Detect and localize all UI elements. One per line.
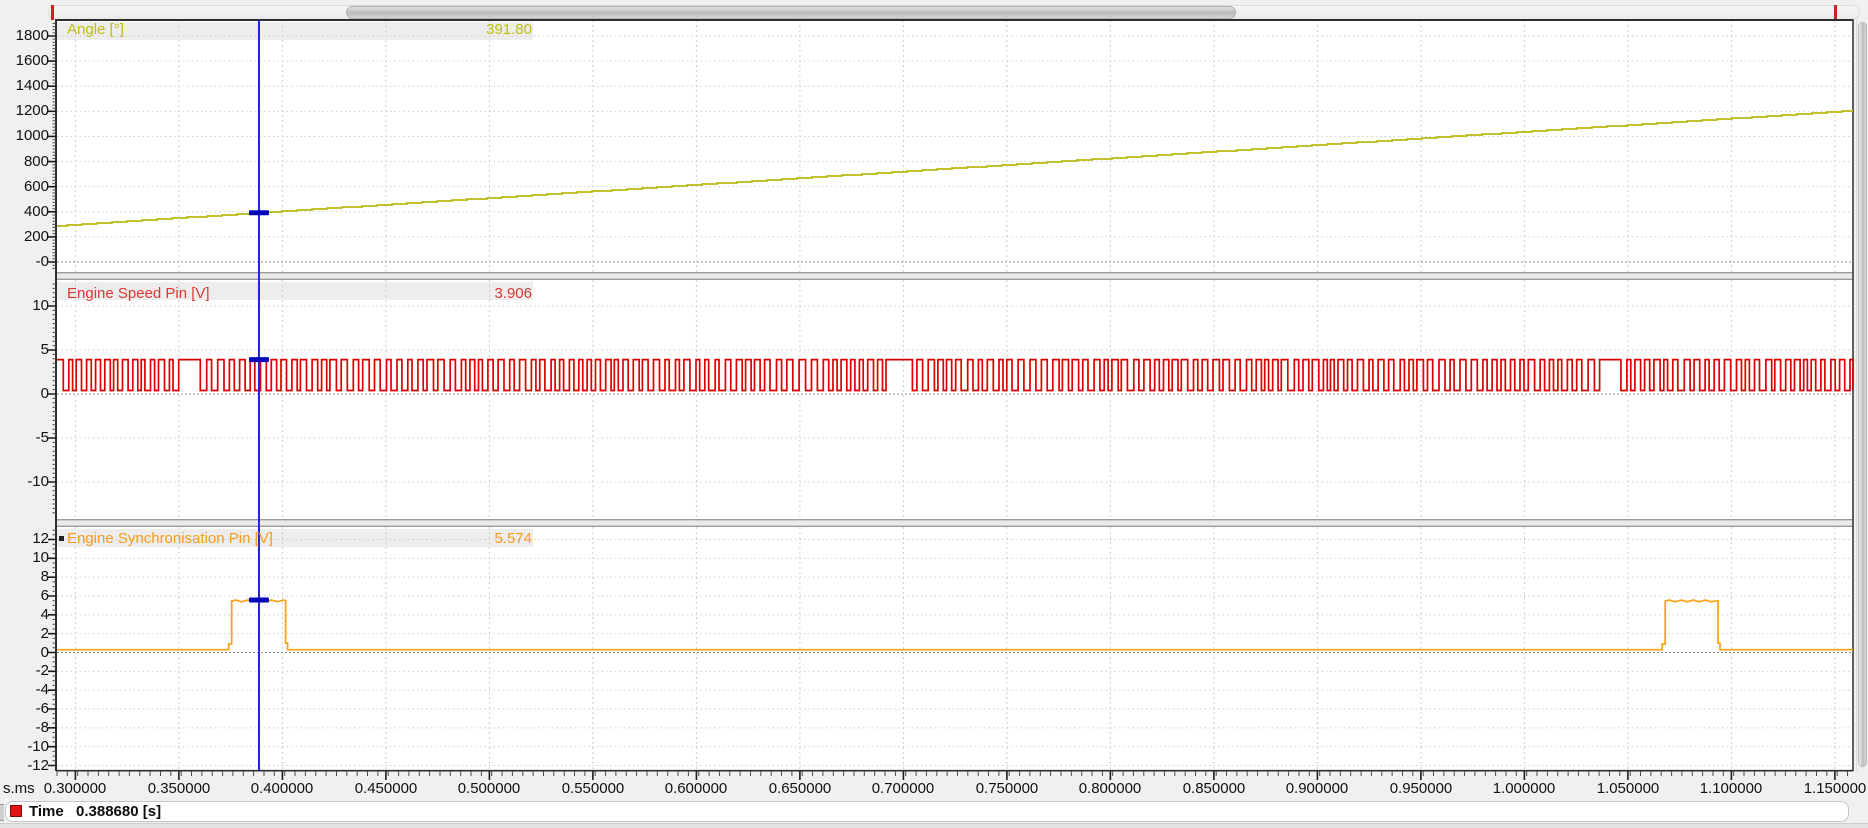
plot-separator[interactable] bbox=[57, 519, 1853, 527]
signal-header-strip bbox=[57, 529, 533, 547]
y-tick-label: 8 bbox=[40, 568, 49, 585]
x-tick-label: 0.700000 bbox=[871, 780, 935, 797]
engine-sync-trace bbox=[57, 599, 1853, 651]
x-tick-label: 0.500000 bbox=[457, 780, 521, 797]
x-tick-label: 0.650000 bbox=[768, 780, 832, 797]
window-bottom-edge bbox=[0, 823, 1868, 828]
engine-speed-trace bbox=[57, 358, 1854, 392]
y-tick-label: 0 bbox=[40, 644, 49, 661]
y-tick-label: 0 bbox=[40, 385, 49, 402]
clipped-toolbar-icon bbox=[0, 804, 4, 821]
y-tick-label: 400 bbox=[23, 203, 49, 220]
x-tick-label: 1.000000 bbox=[1492, 780, 1556, 797]
selected-signal-bullet bbox=[59, 536, 64, 541]
y-tick-label: -0 bbox=[35, 253, 49, 270]
cursor-value-marker[interactable] bbox=[248, 597, 269, 603]
x-tick-label: 0.750000 bbox=[975, 780, 1039, 797]
x-tick-label: 1.150000 bbox=[1803, 780, 1867, 797]
y-tick-label: -10 bbox=[27, 473, 49, 490]
y-tick-label: 1200 bbox=[15, 102, 49, 119]
y-tick-label: 600 bbox=[23, 178, 49, 195]
angle-trace bbox=[57, 110, 1853, 227]
y-tick-label: -6 bbox=[35, 700, 49, 717]
plot-area-0[interactable] bbox=[57, 20, 1853, 272]
x-tick-label: 1.050000 bbox=[1596, 780, 1660, 797]
y-tick-label: -5 bbox=[35, 429, 49, 446]
x-tick-label: 0.850000 bbox=[1182, 780, 1246, 797]
x-axis-unit-label: s.ms bbox=[3, 780, 35, 797]
y-tick-label: 1400 bbox=[15, 77, 49, 94]
major-ticks bbox=[48, 35, 1836, 780]
x-tick-label: 0.900000 bbox=[1285, 780, 1349, 797]
signal-label-engine-sync[interactable]: Engine Synchronisation Pin [V] bbox=[67, 530, 273, 547]
x-tick-label: 0.600000 bbox=[664, 780, 728, 797]
y-tick-label: 10 bbox=[32, 549, 49, 566]
cursor-value-engine-sync: 5.574 bbox=[494, 530, 532, 547]
y-tick-label: 1600 bbox=[15, 52, 49, 69]
x-tick-label: 1.100000 bbox=[1699, 780, 1763, 797]
y-tick-label: -10 bbox=[27, 738, 49, 755]
signal-label-angle[interactable]: Angle [°] bbox=[67, 21, 124, 38]
zoom-range-end-marker bbox=[1834, 5, 1837, 20]
time-cursor-swatch-icon bbox=[10, 805, 22, 817]
status-time-value: 0.388680 [s] bbox=[76, 803, 162, 820]
cursor-value-marker[interactable] bbox=[248, 210, 269, 216]
x-tick-label: 0.350000 bbox=[147, 780, 211, 797]
x-tick-label: 0.450000 bbox=[354, 780, 418, 797]
y-tick-label: -2 bbox=[35, 662, 49, 679]
plot-separator[interactable] bbox=[57, 272, 1853, 280]
plot-area-2[interactable] bbox=[57, 527, 1853, 770]
status-bar bbox=[5, 801, 1849, 822]
status-time-label: Time bbox=[29, 803, 64, 820]
y-tick-label: 12 bbox=[32, 530, 49, 547]
plot-area-1[interactable] bbox=[57, 280, 1853, 519]
y-tick-label: -12 bbox=[27, 757, 49, 774]
y-tick-label: 1000 bbox=[15, 127, 49, 144]
y-tick-label: 800 bbox=[23, 153, 49, 170]
cursor-value-angle: 391.80 bbox=[486, 21, 532, 38]
y-tick-label: 4 bbox=[40, 606, 49, 623]
y-tick-label: 6 bbox=[40, 587, 49, 604]
horizontal-scrollbar-thumb[interactable] bbox=[346, 6, 1236, 19]
vertical-scrollbar-thumb[interactable] bbox=[1858, 22, 1867, 767]
x-tick-label: 0.400000 bbox=[250, 780, 314, 797]
x-tick-label: 0.550000 bbox=[561, 780, 625, 797]
y-tick-label: -8 bbox=[35, 719, 49, 736]
x-tick-label: 0.950000 bbox=[1389, 780, 1453, 797]
y-tick-label: 1800 bbox=[15, 27, 49, 44]
cursor-value-marker[interactable] bbox=[248, 357, 269, 363]
zoom-range-start-marker bbox=[51, 5, 54, 20]
cursor-value-engine-speed: 3.906 bbox=[494, 285, 532, 302]
y-tick-label: 10 bbox=[32, 297, 49, 314]
x-tick-label: 0.300000 bbox=[43, 780, 107, 797]
y-tick-label: 2 bbox=[40, 625, 49, 642]
signal-label-engine-speed[interactable]: Engine Speed Pin [V] bbox=[67, 285, 210, 302]
vertical-scrollbar[interactable] bbox=[1856, 20, 1867, 771]
y-tick-label: 5 bbox=[40, 341, 49, 358]
y-tick-label: -4 bbox=[35, 681, 49, 698]
y-tick-label: 200 bbox=[23, 228, 49, 245]
signal-header-strip bbox=[57, 282, 533, 300]
x-tick-label: 0.800000 bbox=[1078, 780, 1142, 797]
